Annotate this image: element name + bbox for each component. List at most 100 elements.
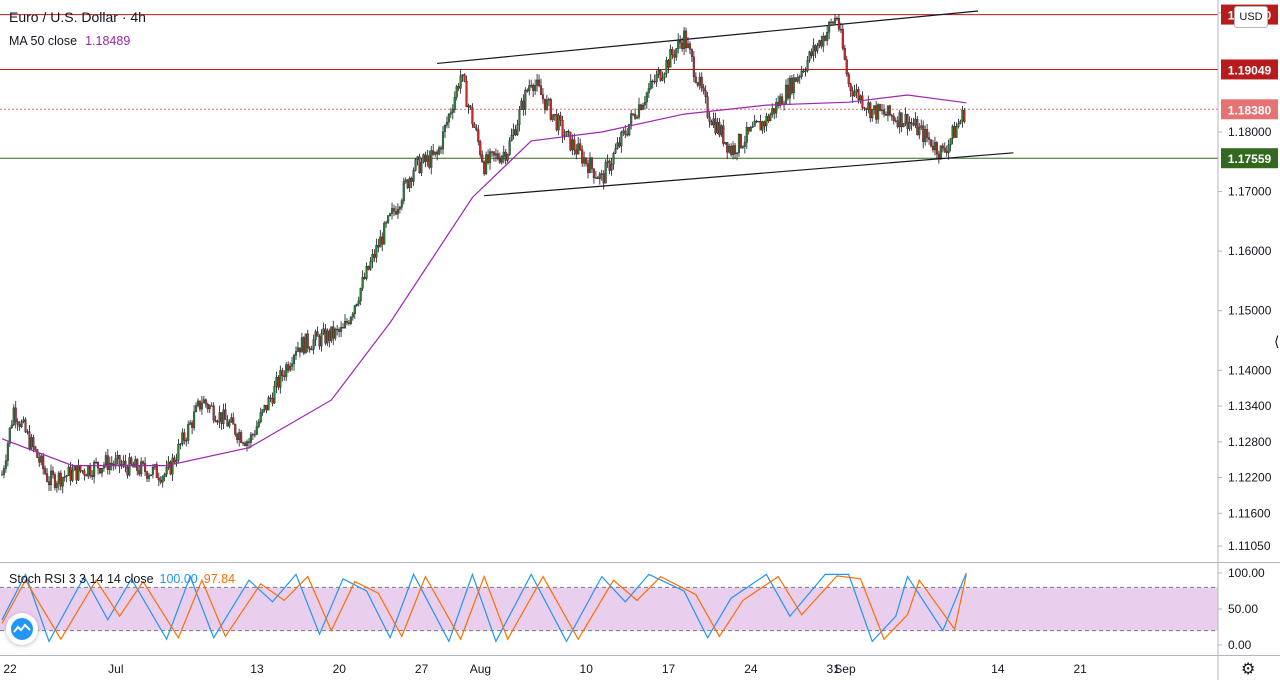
candle-body	[624, 130, 627, 135]
candle-body	[667, 60, 670, 68]
tradingview-logo-button[interactable]	[6, 613, 38, 645]
level-price-badge	[1221, 99, 1278, 120]
candle-body	[859, 95, 862, 100]
candle-body	[757, 121, 760, 123]
candle-body	[602, 173, 605, 184]
candle-body	[879, 104, 882, 111]
candle-body	[400, 200, 403, 208]
candle-body	[87, 466, 90, 477]
candle-body	[361, 276, 364, 289]
candle-body	[471, 107, 474, 125]
candle-body	[786, 84, 790, 99]
candle-body	[116, 455, 119, 459]
candle-body	[508, 140, 511, 155]
candle-body	[169, 461, 172, 475]
candle-body	[390, 208, 394, 214]
candle-body	[247, 441, 251, 443]
candle-body	[690, 49, 693, 57]
candle-body	[357, 300, 360, 305]
candle-body	[598, 173, 601, 180]
candle-body	[537, 79, 541, 86]
candle-body	[240, 432, 243, 443]
candle-body	[743, 142, 746, 147]
candle-body	[494, 153, 497, 156]
candle-body	[651, 80, 654, 82]
candle-body	[641, 104, 644, 110]
candle-body	[492, 151, 496, 156]
candle-body	[465, 81, 468, 108]
candle-body	[10, 424, 13, 428]
candle-body	[681, 42, 684, 49]
candle-body	[908, 122, 911, 129]
ma-line	[1, 94, 967, 467]
candle-body	[189, 422, 192, 425]
candle-body	[367, 265, 370, 270]
candle-body	[718, 121, 721, 136]
candle-body	[142, 461, 145, 464]
candle-body	[635, 117, 639, 119]
level-price-badge	[1221, 148, 1278, 169]
candle-body	[871, 109, 874, 119]
time-tick-label: 27	[415, 662, 429, 676]
candle-body	[565, 131, 568, 137]
candle-body	[588, 157, 592, 173]
candle-body	[543, 98, 546, 110]
candle-body	[918, 127, 921, 136]
candle-body	[336, 328, 339, 331]
candle-body	[265, 404, 268, 411]
candle-body	[375, 245, 378, 258]
candle-body	[688, 43, 692, 50]
candle-body	[228, 421, 231, 427]
candle-body	[577, 143, 580, 155]
price-tick-label: 1.14000	[1228, 363, 1272, 377]
candle-body	[673, 54, 676, 58]
candle-body	[814, 45, 817, 52]
candle-body	[824, 36, 827, 41]
price-tick-label: 1.18000	[1228, 125, 1272, 139]
candle-body	[839, 29, 842, 31]
candle-body	[477, 129, 480, 142]
candle-body	[171, 457, 174, 475]
settings-gear-icon[interactable]: ⚙	[1241, 659, 1256, 678]
candle-body	[353, 305, 356, 315]
candle-body	[53, 474, 56, 488]
candle-body	[271, 397, 274, 404]
candle-body	[389, 213, 392, 216]
candle-body	[833, 18, 837, 24]
candle-body	[261, 409, 264, 413]
candle-body	[920, 125, 923, 128]
candle-body	[151, 467, 154, 475]
candle-body	[929, 139, 933, 147]
time-tick-label: 14	[991, 662, 1005, 676]
candle-body	[285, 364, 288, 377]
candle-body	[347, 322, 350, 324]
candle-body	[267, 397, 270, 411]
candle-body	[610, 164, 613, 171]
price-tick-label: 1.12800	[1228, 435, 1272, 449]
candle-body	[202, 399, 205, 404]
candle-body	[653, 81, 656, 83]
candle-body	[536, 79, 539, 86]
price-tick-label: 1.11050	[1228, 539, 1271, 553]
candle-body	[702, 87, 705, 91]
candle-body	[761, 121, 764, 131]
candle-body	[679, 40, 682, 44]
candle-body	[683, 30, 686, 49]
candle-body	[583, 157, 586, 164]
candle-body	[102, 464, 105, 469]
candle-body	[528, 85, 531, 92]
candle-body	[95, 461, 98, 464]
candle-body	[275, 377, 278, 387]
candle-body	[788, 77, 791, 99]
candle-body	[700, 76, 703, 88]
candle-body	[302, 337, 305, 354]
currency-button[interactable]: USD	[1234, 6, 1268, 28]
candle-body	[857, 89, 860, 100]
candle-body	[502, 151, 505, 157]
candle-body	[677, 40, 680, 49]
candle-body	[349, 317, 352, 324]
resize-cursor-icon: ⟨	[1274, 334, 1280, 350]
candle-body	[40, 455, 43, 463]
candle-body	[277, 377, 280, 388]
